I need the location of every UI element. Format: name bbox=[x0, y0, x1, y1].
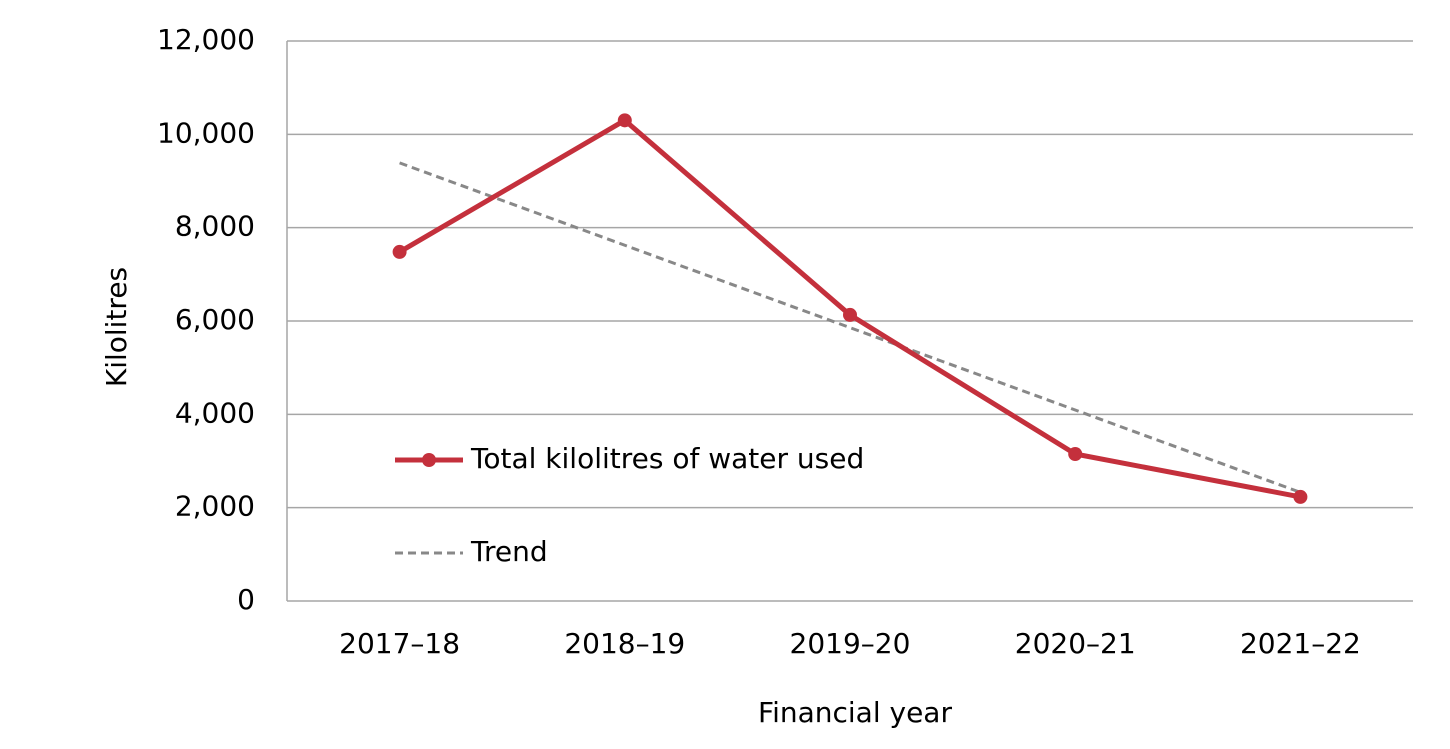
x-tick-label: 2020–21 bbox=[1015, 627, 1136, 660]
data-point bbox=[1293, 489, 1308, 504]
data-point bbox=[392, 244, 407, 259]
legend-marker bbox=[422, 453, 436, 467]
data-point bbox=[843, 307, 857, 322]
legend-label: Trend bbox=[470, 535, 548, 568]
legend-label: Total kilolitres of water used bbox=[470, 442, 864, 475]
x-tick-label: 2018–19 bbox=[564, 627, 685, 660]
y-axis-title: Kilolitres bbox=[100, 267, 133, 387]
y-tick-label: 0 bbox=[237, 583, 255, 616]
x-tick-label: 2017–18 bbox=[339, 627, 460, 660]
trend-line bbox=[399, 161, 1301, 494]
y-tick-label: 2,000 bbox=[175, 490, 255, 523]
y-tick-label: 10,000 bbox=[157, 116, 255, 149]
y-tick-label: 4,000 bbox=[175, 396, 255, 429]
x-axis-title: Financial year bbox=[758, 696, 952, 729]
x-tick-label: 2021–22 bbox=[1240, 627, 1361, 660]
y-tick-label: 12,000 bbox=[157, 23, 255, 56]
data-point bbox=[1068, 447, 1083, 461]
x-tick-label: 2019–20 bbox=[790, 627, 911, 660]
y-tick-label: 8,000 bbox=[175, 210, 255, 243]
data-point bbox=[617, 113, 632, 128]
y-tick-label: 6,000 bbox=[175, 303, 255, 336]
